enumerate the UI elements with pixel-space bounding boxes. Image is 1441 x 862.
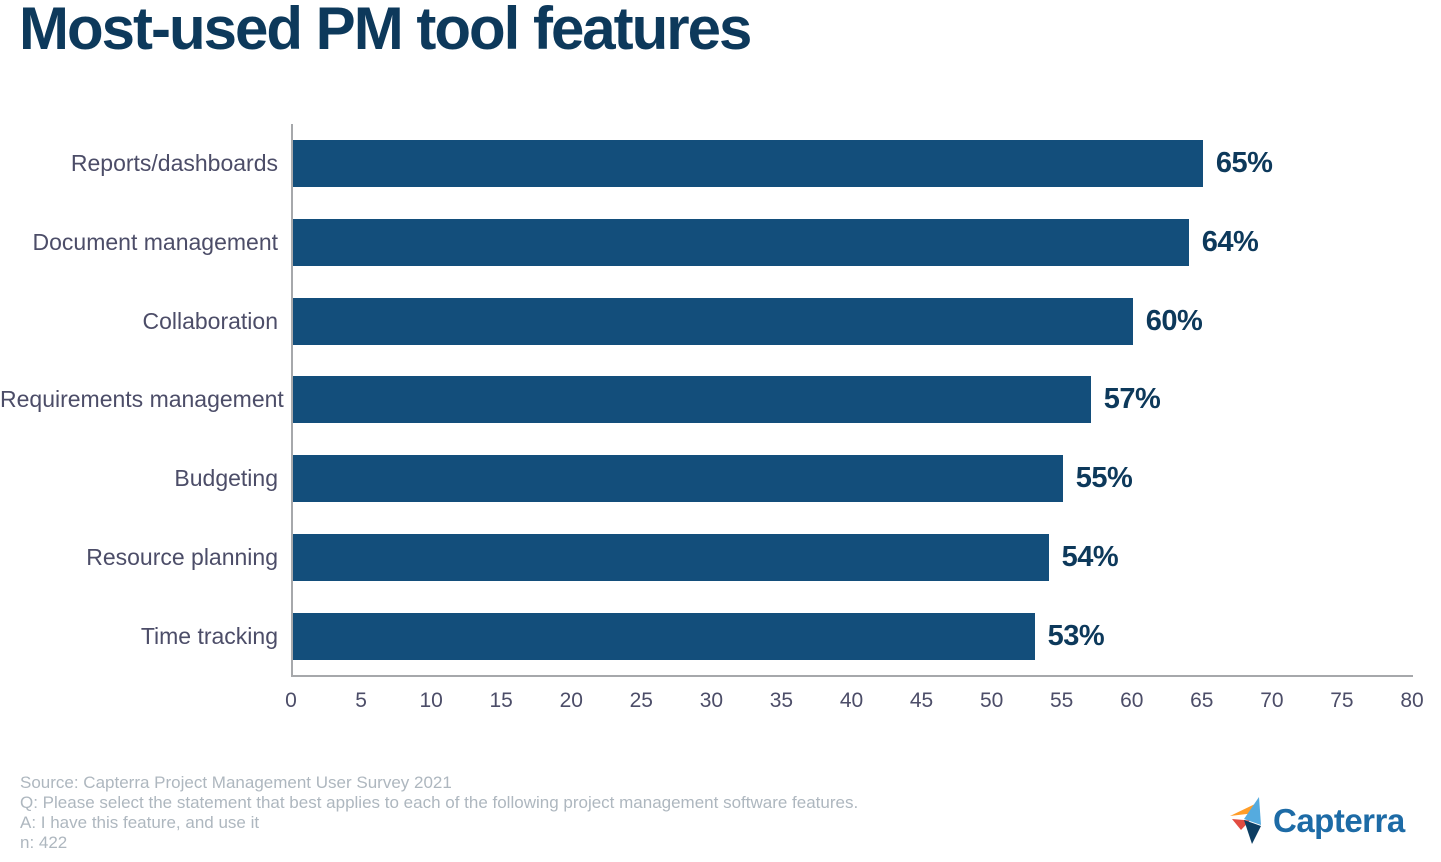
x-tick-label: 15 (489, 689, 513, 712)
bar-row: Requirements management 57% (0, 361, 1441, 440)
x-tick-label: 70 (1260, 689, 1284, 712)
category-label: Budgeting (174, 465, 278, 492)
bar-row: Document management 64% (0, 203, 1441, 282)
y-axis-line (291, 124, 293, 677)
footnote-answer: A: I have this feature, and use it (20, 813, 260, 832)
bar-track: 60% (292, 297, 1413, 345)
category-label: Time tracking (140, 623, 278, 650)
x-tick-label: 50 (979, 689, 1004, 712)
x-tick-label: 35 (769, 689, 794, 712)
x-tick-label: 20 (559, 689, 583, 712)
bar (292, 455, 1063, 503)
category-label: Requirements management (0, 386, 284, 413)
logo-sail-lightblue (1244, 797, 1261, 825)
capterra-wordmark: Capterra (1273, 802, 1405, 839)
category-label: Reports/dashboards (70, 149, 278, 176)
x-tick-label: 60 (1120, 689, 1144, 712)
footnote-sample-size: n: 422 (20, 833, 68, 852)
value-label: 54% (1061, 541, 1119, 574)
value-label: 55% (1075, 462, 1133, 495)
bar (292, 534, 1049, 582)
value-label: 53% (1047, 620, 1105, 653)
bar-track: 57% (292, 376, 1413, 424)
bar (292, 139, 1203, 187)
bar-row: Collaboration 60% (0, 282, 1441, 361)
x-axis-line (291, 675, 1413, 677)
x-tick-label: 5 (355, 689, 367, 712)
bar-track: 65% (292, 139, 1413, 187)
x-axis-ticks: 0 5 10 15 20 25 30 35 40 45 50 55 60 65 70 75 80 (285, 689, 1424, 714)
capterra-logo: Capterra (1229, 796, 1405, 845)
x-tick-label: 0 (285, 689, 297, 712)
value-label: 65% (1215, 146, 1273, 179)
x-tick-label: 80 (1400, 689, 1424, 712)
bar-row: Resource planning 54% (0, 518, 1441, 597)
bar-track: 53% (292, 613, 1413, 661)
x-tick-label: 55 (1050, 689, 1074, 712)
bar (292, 613, 1035, 661)
category-label: Document management (32, 228, 278, 255)
capterra-logo-icon (1230, 797, 1261, 844)
bar-track: 64% (292, 218, 1413, 266)
value-label: 60% (1145, 304, 1203, 337)
logo-sail-navy (1244, 820, 1261, 844)
category-label: Collaboration (142, 307, 278, 334)
bar (292, 218, 1189, 266)
x-tick-label: 10 (419, 689, 443, 712)
bar-track: 54% (292, 534, 1413, 582)
x-tick-label: 25 (629, 689, 653, 712)
bar-track: 55% (292, 455, 1413, 503)
bar-row: Time tracking 53% (0, 597, 1441, 676)
bar-row: Budgeting 55% (0, 439, 1441, 518)
footnote-block: Source: Capterra Project Management User… (20, 773, 858, 853)
footnote-question: Q: Please select the statement that best… (20, 793, 859, 812)
value-label: 57% (1103, 383, 1161, 416)
x-tick-label: 65 (1190, 689, 1214, 712)
plot-area: Reports/dashboards 65% Document management… (0, 124, 1441, 676)
x-tick-label: 45 (909, 689, 934, 712)
chart-title: Most-used PM tool features (19, 0, 752, 62)
x-tick-label: 30 (699, 689, 724, 712)
bar (292, 376, 1091, 424)
footnote-source: Source: Capterra Project Management User… (20, 773, 452, 792)
x-tick-label: 75 (1330, 689, 1354, 712)
x-tick-label: 40 (839, 689, 864, 712)
category-label: Resource planning (86, 544, 278, 571)
bar-row: Reports/dashboards 65% (0, 124, 1441, 203)
bar (292, 297, 1133, 345)
value-label: 64% (1201, 225, 1259, 258)
